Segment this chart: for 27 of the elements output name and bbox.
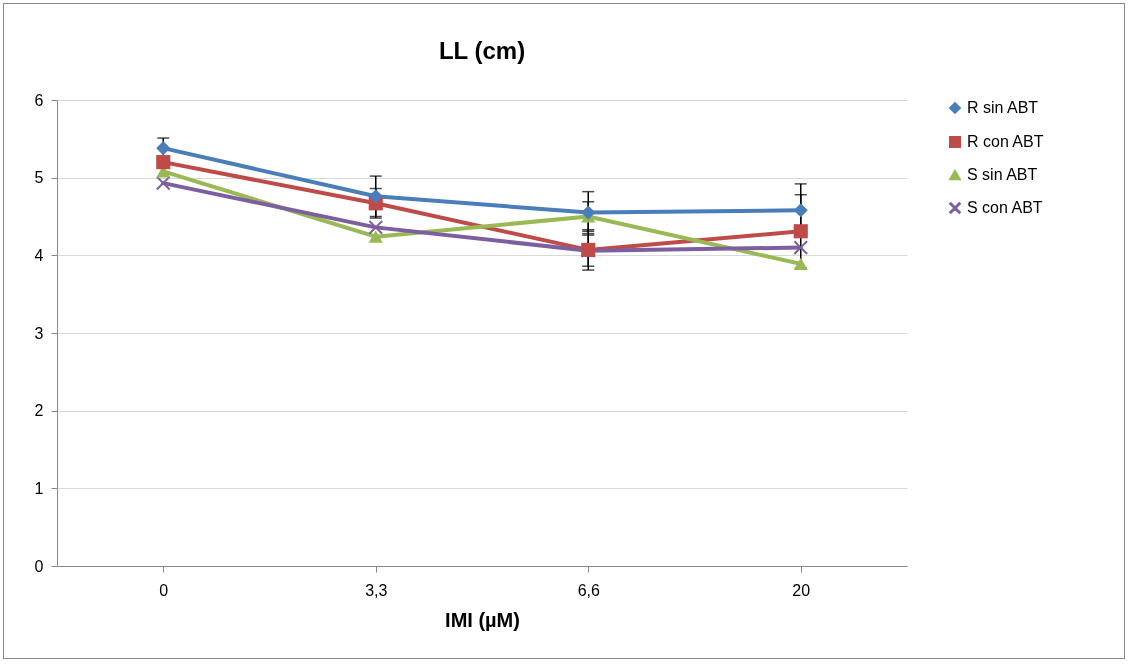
x-tick-label: 20 bbox=[792, 581, 811, 599]
y-tick-label: 1 bbox=[34, 479, 44, 497]
y-tick-label: 3 bbox=[34, 324, 44, 342]
point bbox=[793, 203, 808, 218]
point bbox=[793, 224, 808, 239]
x-tick-label: 6,6 bbox=[577, 581, 600, 599]
y-tick-label: 2 bbox=[34, 402, 44, 420]
point bbox=[581, 205, 596, 220]
y-tick-label: 6 bbox=[34, 91, 44, 109]
chart-title: LL (cm) bbox=[438, 37, 526, 64]
point bbox=[368, 230, 383, 243]
y-tick-label: 0 bbox=[34, 557, 44, 575]
legend-label: S sin ABT bbox=[967, 166, 1038, 183]
x-tick-label: 3,3 bbox=[365, 581, 388, 599]
point bbox=[368, 189, 383, 204]
point bbox=[793, 257, 808, 270]
y-tick-label: 5 bbox=[34, 169, 44, 187]
point bbox=[156, 141, 171, 156]
point bbox=[156, 155, 171, 170]
x-tick-label: 0 bbox=[159, 581, 169, 599]
legend-label: R con ABT bbox=[967, 133, 1044, 150]
legend-label: R sin ABT bbox=[967, 99, 1039, 116]
y-tick-label: 4 bbox=[34, 246, 44, 264]
point bbox=[368, 220, 383, 235]
legend-label: S con ABT bbox=[967, 199, 1043, 216]
point bbox=[793, 240, 808, 255]
x-axis-title: IMI (µM) bbox=[445, 608, 520, 631]
